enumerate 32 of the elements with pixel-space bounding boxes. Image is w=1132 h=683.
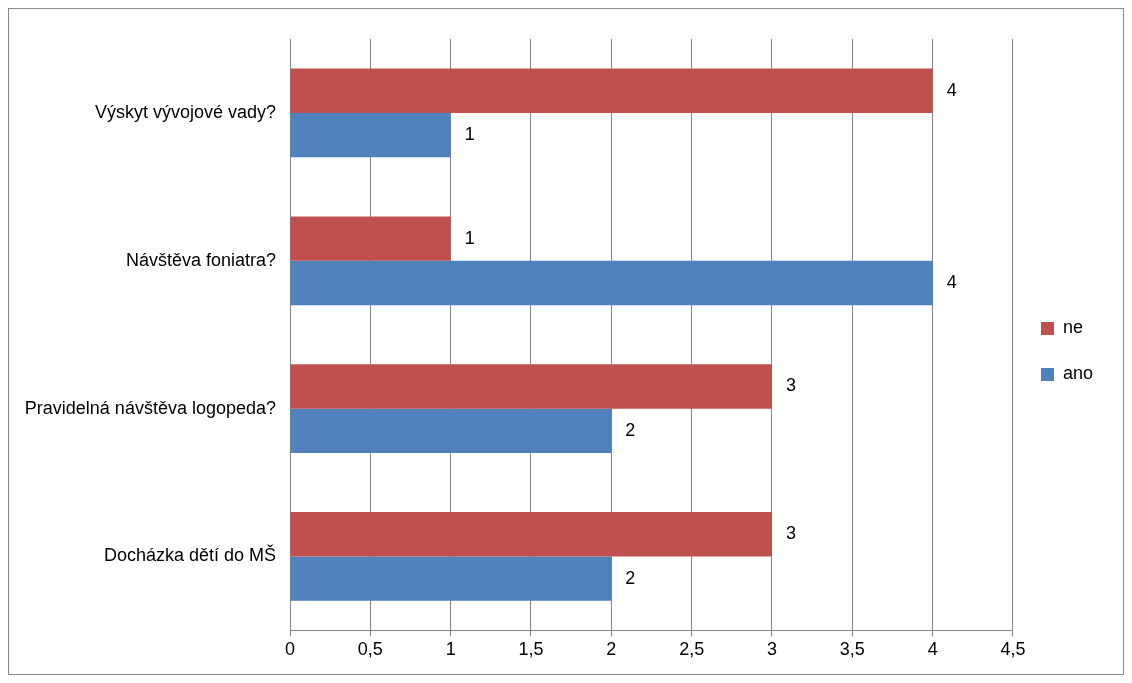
- bar: [290, 112, 451, 158]
- y-tick-label: Návštěva foniatra?: [125, 249, 276, 270]
- data-label: 3: [785, 375, 796, 396]
- x-tick-label: 1: [445, 639, 456, 660]
- bar: [290, 512, 772, 557]
- data-label: 2: [625, 419, 636, 440]
- y-tick-label: Výskyt vývojové vady?: [94, 101, 276, 122]
- data-label: 1: [464, 227, 475, 248]
- bar: [290, 556, 612, 601]
- data-label: 4: [946, 271, 957, 292]
- bar: [290, 68, 933, 113]
- x-tick-label: 2: [606, 639, 617, 660]
- x-tick-label: 1,5: [518, 639, 544, 660]
- data-label: 2: [625, 567, 636, 588]
- x-tick-label: 2,5: [679, 639, 705, 660]
- bar: [290, 408, 612, 453]
- data-label: 3: [785, 523, 796, 544]
- x-tick-label: 3,5: [839, 639, 865, 660]
- data-label: 1: [464, 124, 475, 145]
- data-label: 4: [946, 79, 957, 100]
- y-tick-label: Pravidelná návštěva logopeda?: [24, 397, 276, 418]
- x-tick-label: 0: [284, 639, 296, 660]
- x-tick-label: 4: [927, 639, 938, 660]
- bar: [290, 216, 451, 261]
- legend-label: ano: [1062, 363, 1094, 384]
- y-tick-label: Docházka dětí do MŠ: [103, 544, 276, 566]
- x-tick-label: 0,5: [357, 639, 383, 660]
- x-tick-label: 3: [766, 639, 777, 660]
- legend-label: ne: [1062, 317, 1083, 338]
- bar: [290, 260, 933, 306]
- x-tick-label: 4,5: [1000, 639, 1026, 660]
- bar: [290, 364, 772, 409]
